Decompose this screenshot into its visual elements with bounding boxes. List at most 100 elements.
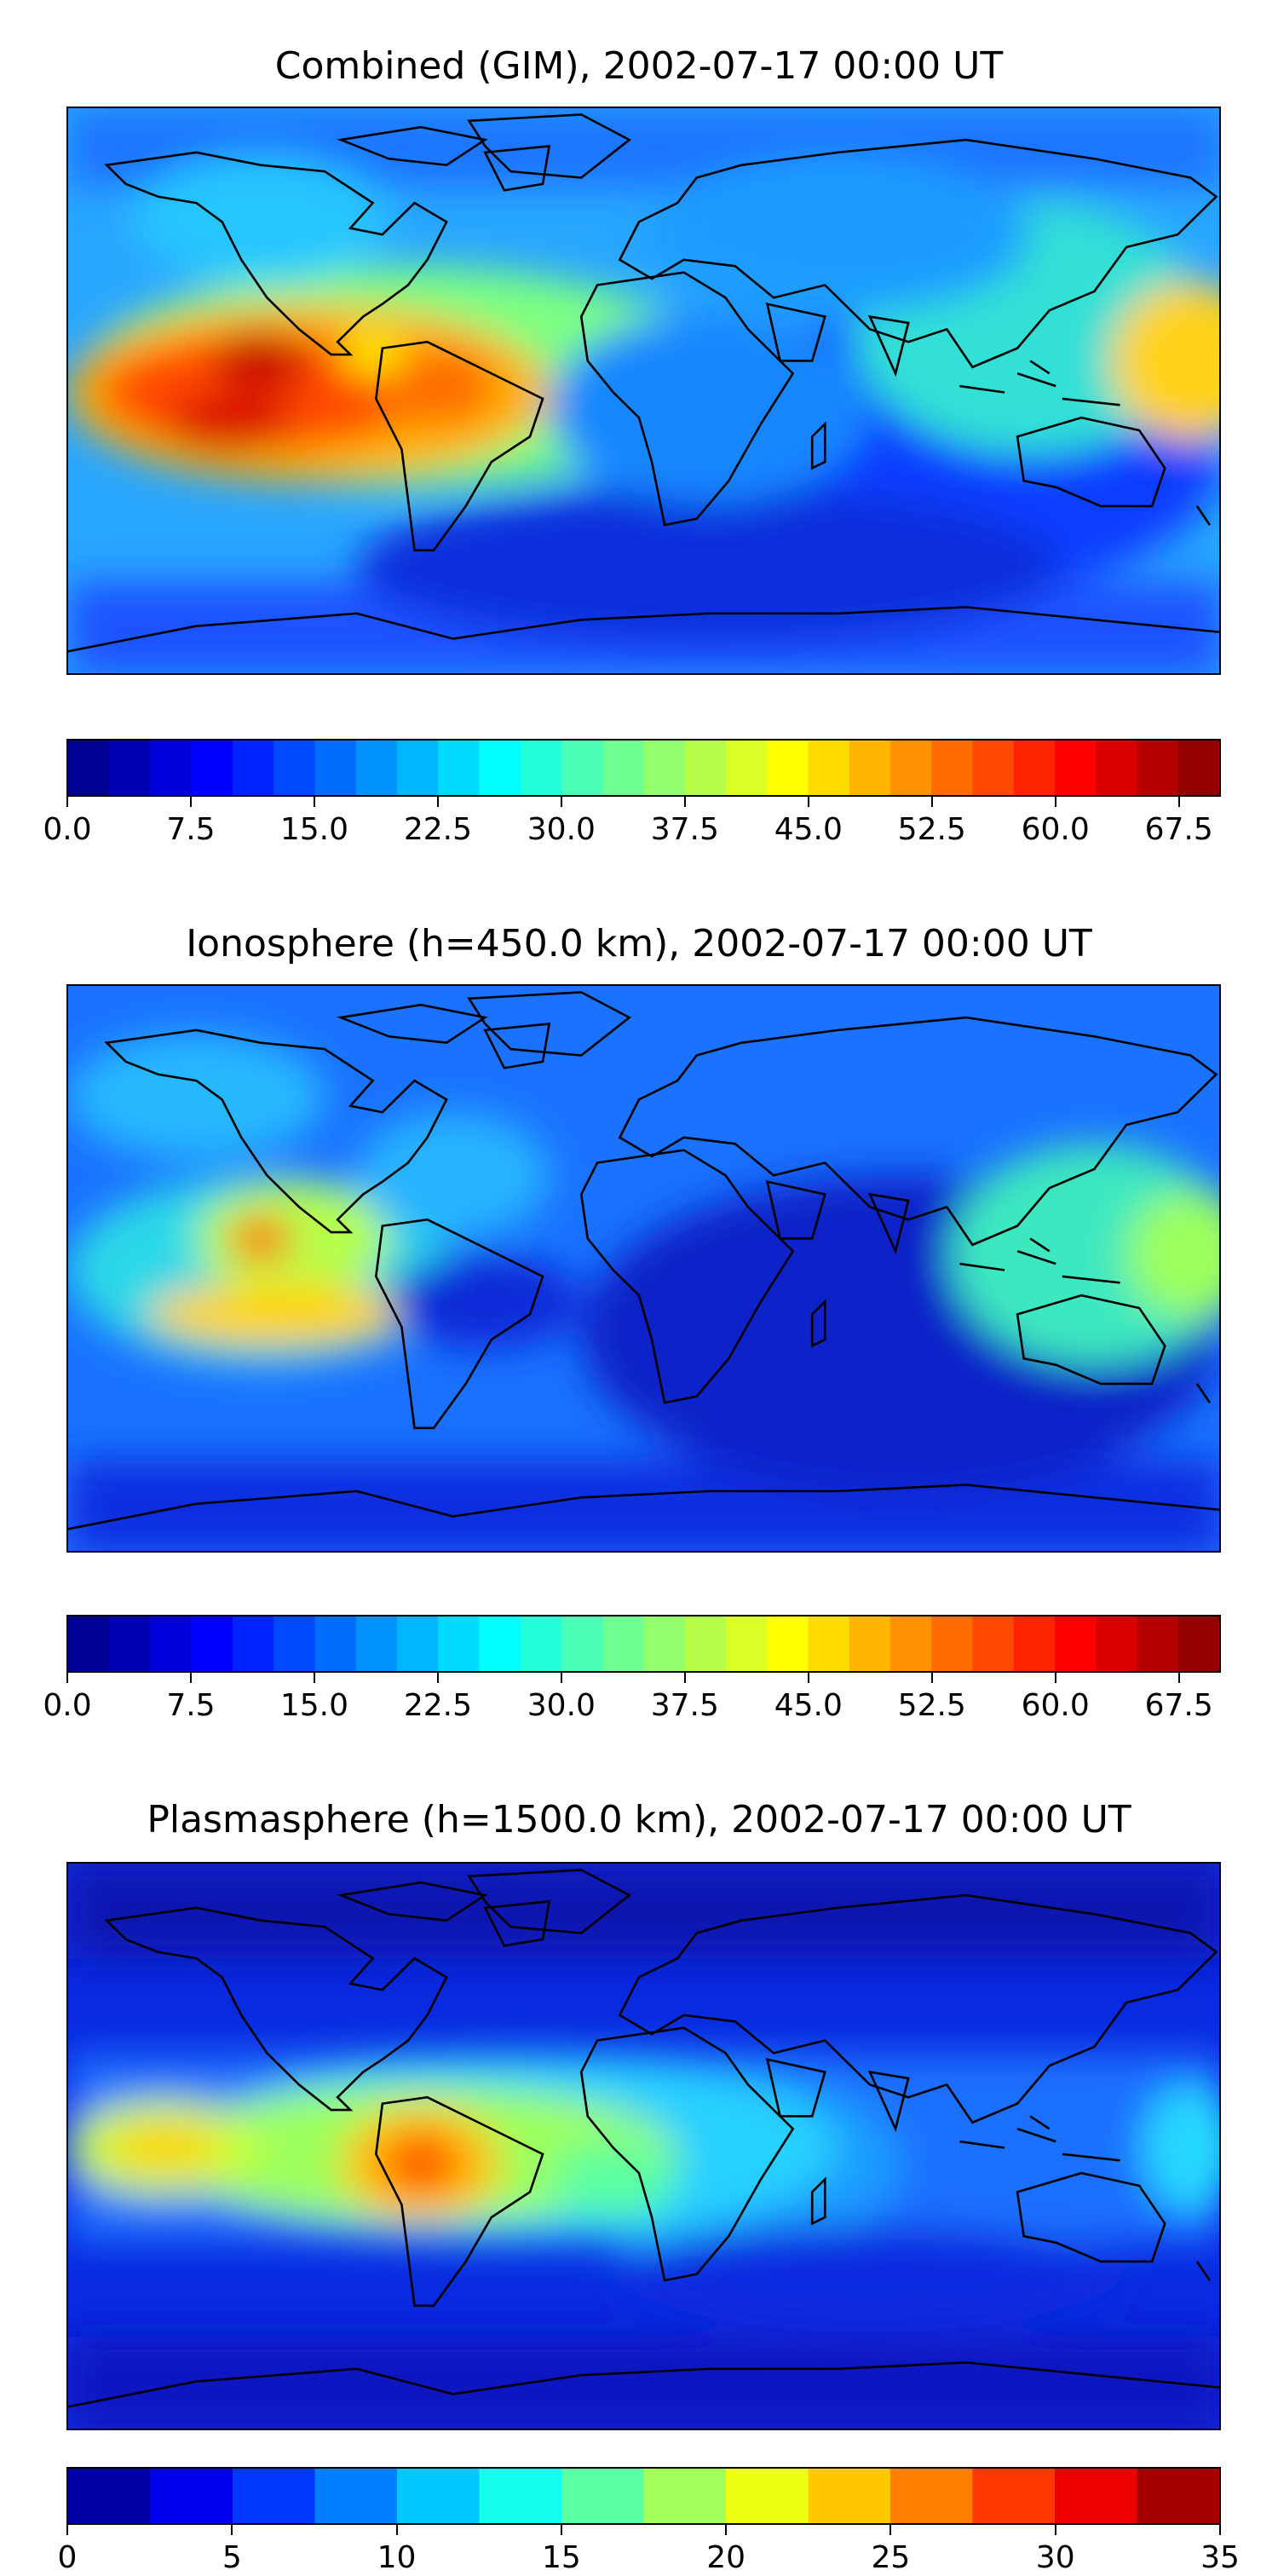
colorbar-tick xyxy=(930,1673,933,1683)
colorbar-bin xyxy=(726,1616,769,1671)
colorbar-bin xyxy=(479,2469,563,2523)
colorbar-tick-label: 45.0 xyxy=(774,812,843,847)
colorbar-bin xyxy=(520,741,562,795)
colorbar-tick xyxy=(930,797,933,807)
colorbar-bin xyxy=(808,2469,892,2523)
colorbar-bin xyxy=(726,2469,810,2523)
colorbar-bin xyxy=(1096,741,1138,795)
colorbar-bin xyxy=(479,1616,521,1671)
colorbar-tick xyxy=(1177,1673,1180,1683)
colorbar-bin xyxy=(191,1616,233,1671)
colorbar-tick-label: 22.5 xyxy=(403,812,472,847)
colorbar-bin xyxy=(520,1616,562,1671)
colorbar-bin xyxy=(273,741,316,795)
colorbar-bin xyxy=(972,741,1015,795)
colorbar-bin xyxy=(1177,1616,1219,1671)
colorbar-tick-label: 45.0 xyxy=(774,1688,843,1723)
colorbar-tick xyxy=(189,797,192,807)
colorbar-tick xyxy=(807,1673,809,1683)
tec-map xyxy=(66,107,1221,675)
colorbar-bin xyxy=(849,1616,891,1671)
colorbar-tick xyxy=(683,1673,686,1683)
colorbar-tick xyxy=(683,797,686,807)
colorbar-tick-label: 60.0 xyxy=(1021,1688,1090,1723)
colorbar-tick-label: 60.0 xyxy=(1021,812,1090,847)
colorbar-tick-label: 15 xyxy=(541,2540,581,2575)
colorbar-tick-label: 20 xyxy=(706,2540,746,2575)
colorbar-tick xyxy=(807,797,809,807)
colorbar-bin xyxy=(602,1616,645,1671)
colorbar-tick xyxy=(436,1673,439,1683)
colorbar-bin xyxy=(314,1616,357,1671)
colorbar-bin xyxy=(972,2469,1056,2523)
colorbar-tick xyxy=(560,797,562,807)
colorbar-ticks: 0.0 7.5 15.0 22.5 30.0 37.5 45.0 52.5 60.0 67.5 xyxy=(43,797,1221,848)
colorbar-bin xyxy=(808,1616,850,1671)
colorbar-tick-label: 37.5 xyxy=(650,812,719,847)
colorbar-bin xyxy=(68,1616,111,1671)
colorbar-tick-label: 22.5 xyxy=(403,1688,472,1723)
colorbar-tick xyxy=(66,2525,68,2535)
colorbar-tick xyxy=(66,797,68,807)
tec-map xyxy=(66,1862,1221,2430)
colorbar-tick-label: 30.0 xyxy=(527,1688,596,1723)
colorbar-tick-label: 10 xyxy=(377,2540,417,2575)
colorbar-ticks: 0.0 7.5 15.0 22.5 30.0 37.5 45.0 52.5 60.0 67.5 xyxy=(43,1673,1221,1724)
colorbar-bin xyxy=(1096,1616,1138,1671)
colorbar-bin xyxy=(726,741,769,795)
colorbar-bin xyxy=(890,2469,975,2523)
colorbar xyxy=(66,2467,1221,2525)
colorbar xyxy=(66,1615,1221,1673)
colorbar-bin xyxy=(561,741,604,795)
colorbar-bin xyxy=(561,2469,646,2523)
colorbar-bin xyxy=(479,741,521,795)
colorbar-bin xyxy=(1137,741,1179,795)
colorbar-bin xyxy=(1013,1616,1056,1671)
colorbar-tick-label: 7.5 xyxy=(166,1688,216,1723)
colorbar-bin xyxy=(397,741,440,795)
colorbar-tick xyxy=(313,797,315,807)
colorbar-tick-label: 52.5 xyxy=(897,812,966,847)
colorbar-tick-label: 30 xyxy=(1035,2540,1075,2575)
colorbar-bin xyxy=(191,741,233,795)
colorbar-bin xyxy=(68,741,111,795)
colorbar-bin xyxy=(1055,1616,1097,1671)
tec-map-svg xyxy=(68,108,1219,673)
colorbar-bin xyxy=(233,741,275,795)
colorbar-bins xyxy=(68,1616,1219,1671)
tec-map xyxy=(66,984,1221,1553)
colorbar-tick xyxy=(436,797,439,807)
colorbar-tick-label: 67.5 xyxy=(1144,812,1213,847)
colorbar-bin xyxy=(397,1616,440,1671)
colorbar-ticks: 0 5 10 15 20 25 30 35 xyxy=(58,2525,1240,2576)
colorbar-bin xyxy=(150,1616,193,1671)
panel-title: Plasmasphere (h=1500.0 km), 2002-07-17 0… xyxy=(147,1798,1131,1841)
colorbar-bin xyxy=(233,2469,317,2523)
colorbar-bin xyxy=(397,2469,481,2523)
colorbar-tick xyxy=(66,1673,68,1683)
colorbar-tick xyxy=(313,1673,315,1683)
colorbar-tick-label: 15.0 xyxy=(279,812,348,847)
coastlines xyxy=(68,991,1219,1530)
colorbar-bin xyxy=(602,741,645,795)
colorbar-tick-label: 7.5 xyxy=(166,812,216,847)
colorbar xyxy=(66,739,1221,797)
colorbar-tick-label: 0 xyxy=(57,2540,78,2575)
colorbar-tick xyxy=(560,1673,562,1683)
panel-title: Ionosphere (h=450.0 km), 2002-07-17 00:0… xyxy=(186,922,1092,965)
colorbar-bin xyxy=(355,1616,398,1671)
colorbar-tick xyxy=(231,2525,233,2535)
colorbar-bin xyxy=(931,1616,974,1671)
colorbar-bin xyxy=(150,741,193,795)
colorbar-bin xyxy=(643,2469,728,2523)
colorbar-bin xyxy=(1137,1616,1179,1671)
colorbar-bin xyxy=(643,1616,686,1671)
colorbar-bin xyxy=(314,2469,399,2523)
colorbar-bin xyxy=(1137,2469,1219,2523)
colorbar-bin xyxy=(561,1616,604,1671)
colorbar-tick-label: 0.0 xyxy=(43,1688,92,1723)
colorbar-bin xyxy=(767,1616,809,1671)
colorbar-tick-label: 37.5 xyxy=(650,1688,719,1723)
colorbar-tick-label: 67.5 xyxy=(1144,1688,1213,1723)
colorbar-bin xyxy=(684,1616,727,1671)
